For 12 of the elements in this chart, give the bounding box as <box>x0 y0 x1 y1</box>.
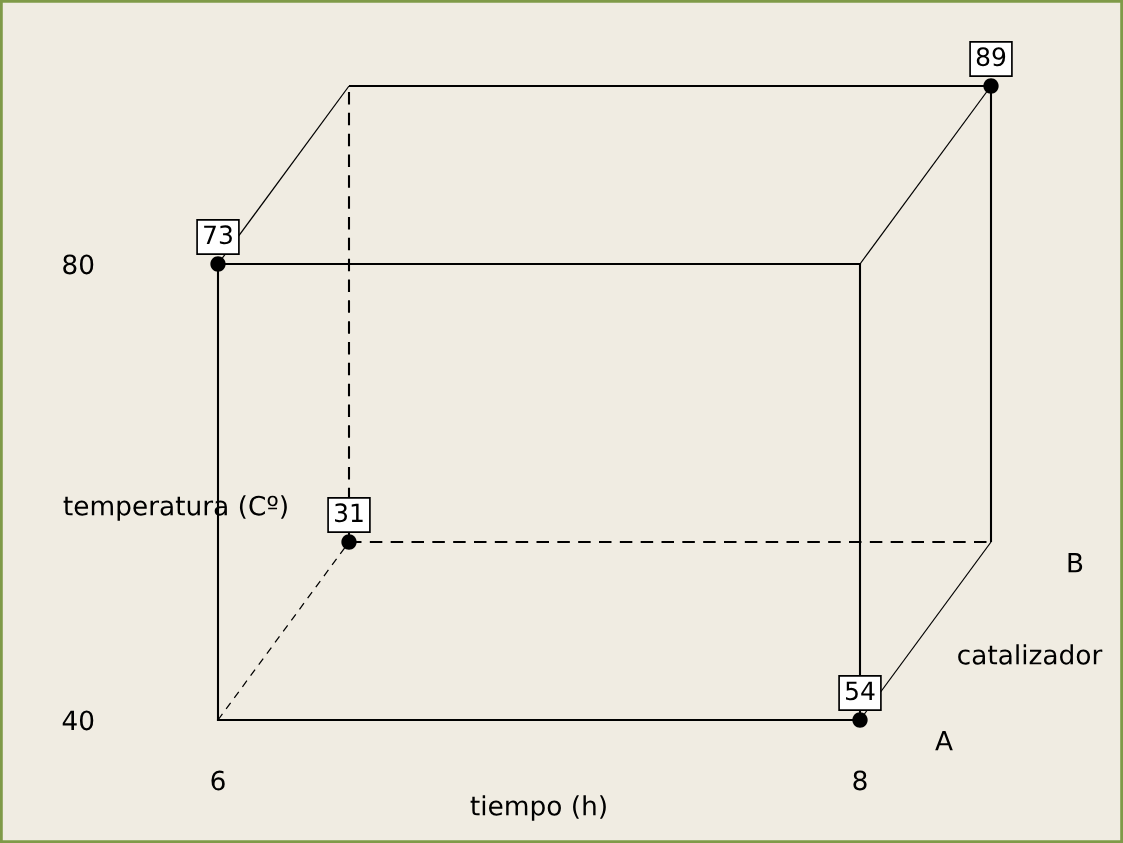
text: catalizador <box>958 644 1103 665</box>
category-label: 8 <box>853 770 867 791</box>
text: tiempo (h) <box>470 795 606 821</box>
text: A <box>935 731 953 751</box>
category-label: 40 <box>62 710 94 731</box>
data-label: 73 <box>204 225 232 245</box>
data-label: 54 <box>846 681 875 701</box>
data-label: 89 <box>976 47 1006 67</box>
data-label: 31 <box>335 503 363 523</box>
category-label: 80 <box>63 254 94 275</box>
category-label: 6 <box>211 770 225 791</box>
text: B <box>1068 553 1083 573</box>
